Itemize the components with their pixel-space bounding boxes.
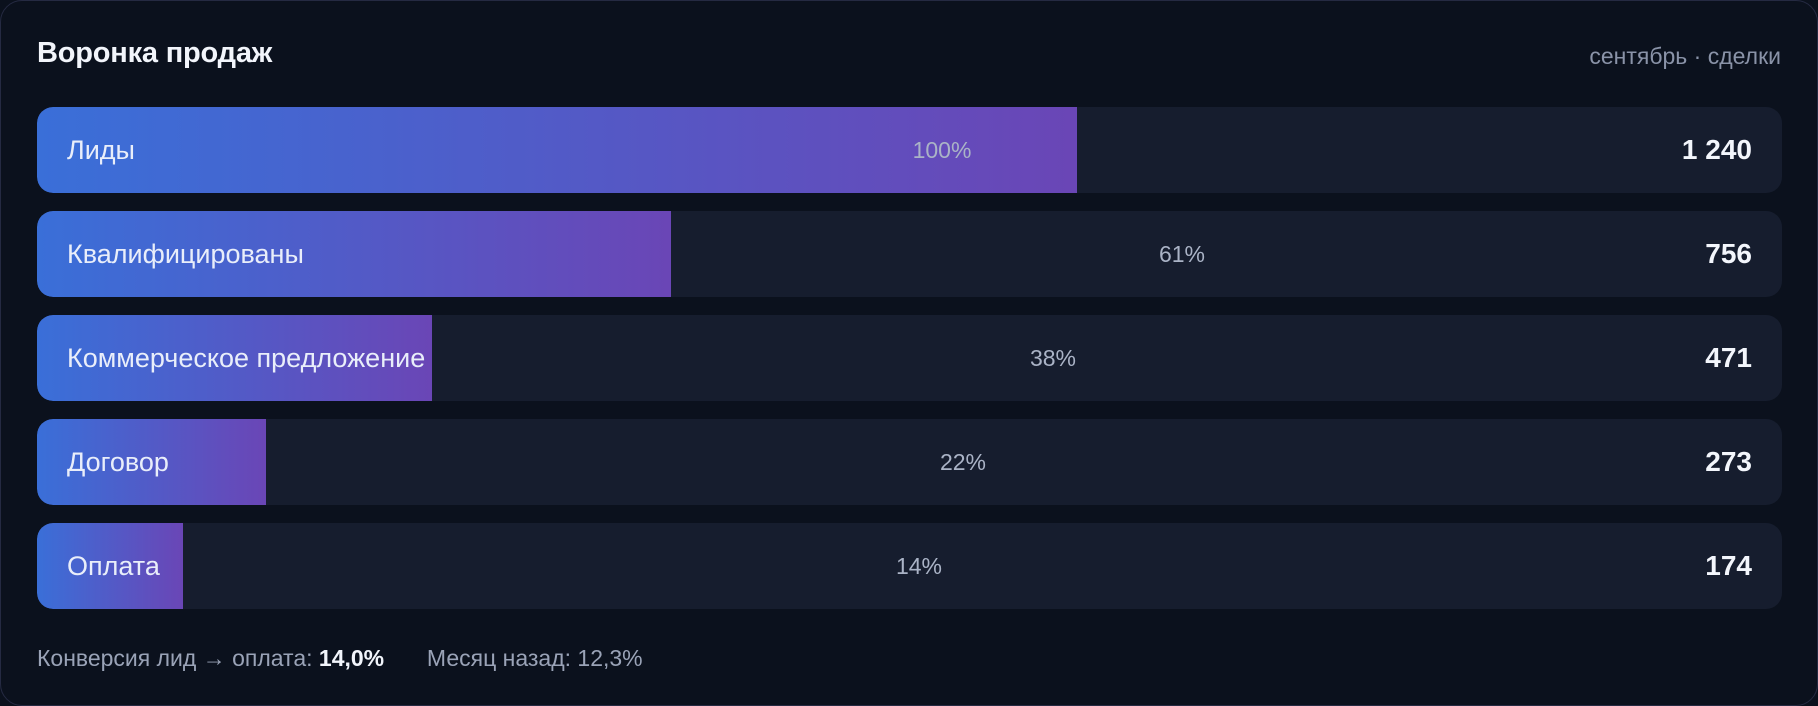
stage-label: Оплата (67, 551, 160, 581)
funnel-bar (37, 211, 671, 297)
previous-month-label: Месяц назад: (426, 645, 572, 671)
stage-count: 1 240 (1681, 134, 1752, 165)
stage-label: Квалифицированы (67, 239, 304, 269)
stage-count: 471 (1705, 342, 1752, 373)
funnel-row: Лиды 100% 1 240 (37, 107, 1782, 193)
chart-title: Воронка продаж (37, 37, 273, 69)
stage-label: Лиды (67, 135, 135, 165)
funnel-bar (37, 523, 183, 609)
funnel-row: Договор 22% 273 (37, 419, 1782, 505)
stage-label: Коммерческое предложение (67, 343, 426, 373)
chart-subtitle: сентябрь · сделки (1589, 43, 1781, 69)
stage-percent: 14% (895, 553, 943, 579)
stage-percent: 38% (1029, 345, 1077, 371)
previous-month-value: 12,3% (577, 645, 643, 671)
funnel-row: Оплата 14% 174 (37, 523, 1782, 609)
funnel-bar (37, 107, 1077, 193)
stage-percent: 22% (939, 449, 987, 475)
funnel-bar (37, 315, 432, 401)
funnel-row: Коммерческое предложение 38% 471 (37, 315, 1782, 401)
stage-percent: 61% (1158, 241, 1206, 267)
funnel-bar (37, 419, 266, 505)
stage-count: 273 (1705, 446, 1752, 477)
stage-count: 174 (1705, 550, 1752, 581)
conversion-footer: Конверсия лид → оплата: 14,0% Месяц наза… (37, 645, 643, 672)
funnel-row: Квалифицированы 61% 756 (37, 211, 1782, 297)
stage-label: Договор (67, 447, 169, 477)
stage-count: 756 (1705, 238, 1752, 269)
conversion-value: 14,0% (318, 645, 385, 671)
conversion-label: Конверсия лид → оплата: (37, 645, 313, 671)
stage-percent: 100% (912, 137, 972, 163)
